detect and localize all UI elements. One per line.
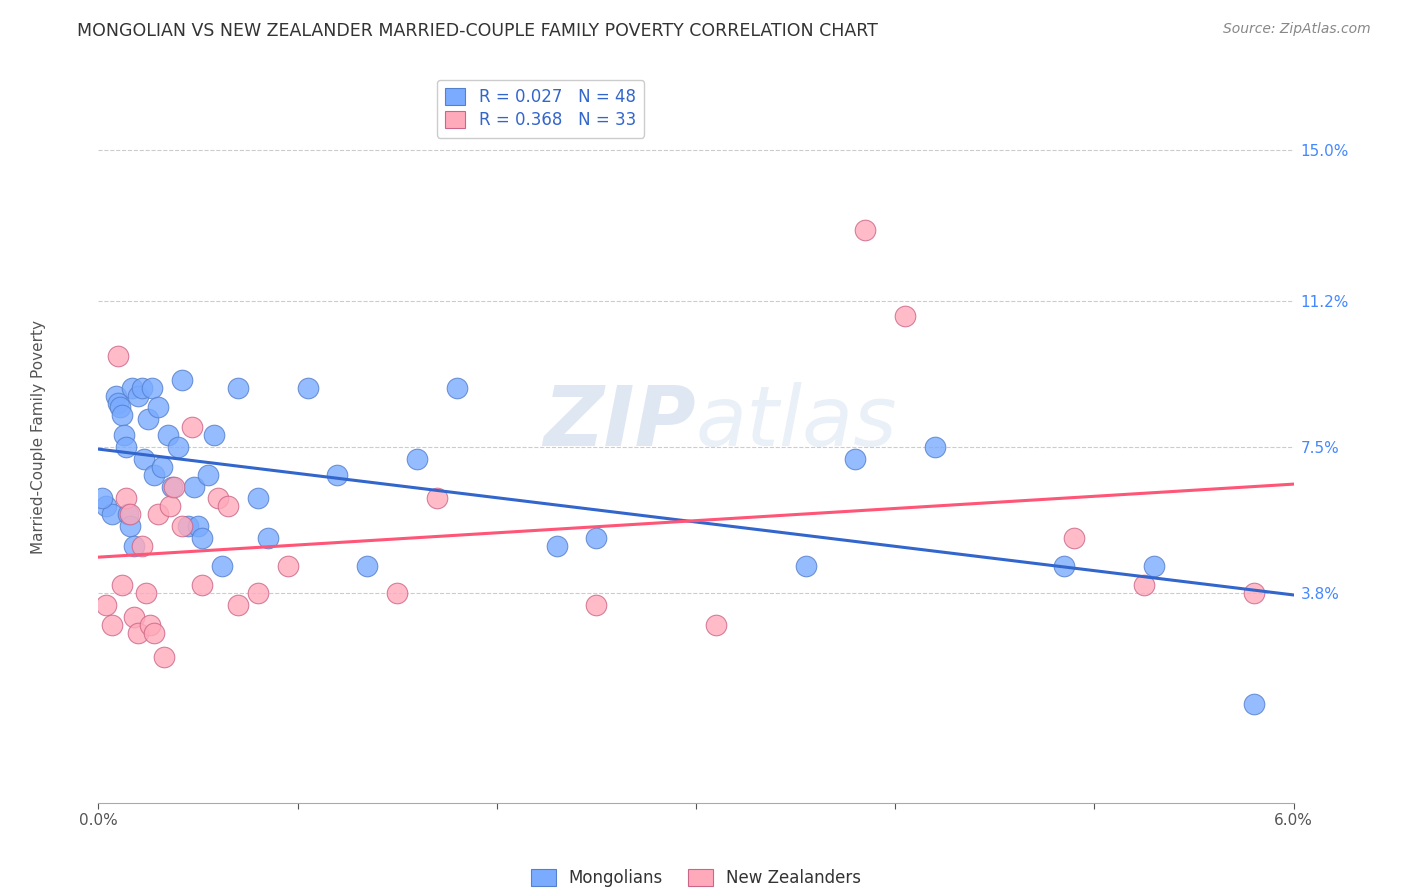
Point: [1243, 586, 1265, 600]
Point: [117, 507, 139, 521]
Point: [226, 381, 249, 395]
Text: Married-Couple Family Poverty: Married-Couple Family Poverty: [31, 320, 46, 554]
Point: [187, 519, 209, 533]
Point: [585, 598, 607, 612]
Point: [326, 467, 349, 482]
Point: [446, 381, 468, 395]
Point: [107, 396, 129, 410]
Point: [135, 586, 157, 600]
Text: atlas: atlas: [696, 382, 897, 463]
Point: [1143, 558, 1166, 573]
Point: [143, 467, 166, 482]
Point: [426, 491, 449, 506]
Point: [148, 401, 170, 415]
Point: [107, 349, 129, 363]
Point: [385, 586, 409, 600]
Point: [159, 500, 181, 514]
Point: [110, 401, 132, 415]
Point: [356, 558, 378, 573]
Point: [226, 598, 249, 612]
Point: [157, 428, 180, 442]
Point: [112, 428, 135, 442]
Point: [96, 500, 118, 514]
Point: [143, 625, 166, 640]
Point: [256, 531, 278, 545]
Point: [894, 310, 917, 324]
Text: ZIP: ZIP: [543, 382, 696, 463]
Point: [141, 381, 163, 395]
Point: [167, 440, 190, 454]
Point: [153, 649, 176, 664]
Point: [115, 440, 138, 454]
Point: [105, 388, 128, 402]
Point: [794, 558, 817, 573]
Point: [207, 491, 229, 506]
Point: [101, 618, 124, 632]
Point: [91, 491, 114, 506]
Point: [160, 479, 183, 493]
Point: [115, 491, 138, 506]
Point: [1053, 558, 1076, 573]
Point: [191, 531, 214, 545]
Point: [111, 409, 134, 423]
Point: [101, 507, 124, 521]
Point: [853, 222, 876, 236]
Point: [127, 388, 149, 402]
Point: [246, 586, 269, 600]
Point: [277, 558, 299, 573]
Point: [127, 625, 149, 640]
Point: [120, 507, 142, 521]
Point: [211, 558, 233, 573]
Point: [191, 578, 214, 592]
Point: [148, 507, 170, 521]
Point: [172, 373, 194, 387]
Point: [197, 467, 219, 482]
Point: [150, 459, 173, 474]
Point: [177, 519, 200, 533]
Point: [297, 381, 319, 395]
Point: [217, 500, 239, 514]
Point: [136, 412, 159, 426]
Point: [181, 420, 204, 434]
Point: [704, 618, 727, 632]
Point: [134, 451, 156, 466]
Point: [111, 578, 134, 592]
Point: [172, 519, 194, 533]
Point: [1243, 697, 1265, 711]
Point: [406, 451, 429, 466]
Point: [121, 381, 143, 395]
Point: [131, 539, 153, 553]
Point: [1063, 531, 1085, 545]
Point: [163, 479, 186, 493]
Text: MONGOLIAN VS NEW ZEALANDER MARRIED-COUPLE FAMILY POVERTY CORRELATION CHART: MONGOLIAN VS NEW ZEALANDER MARRIED-COUPL…: [77, 22, 879, 40]
Point: [120, 519, 142, 533]
Point: [183, 479, 205, 493]
Point: [924, 440, 946, 454]
Point: [96, 598, 118, 612]
Legend: Mongolians, New Zealanders: Mongolians, New Zealanders: [524, 863, 868, 892]
Point: [246, 491, 269, 506]
Point: [546, 539, 568, 553]
Point: [844, 451, 866, 466]
Point: [124, 610, 146, 624]
Point: [585, 531, 607, 545]
Point: [202, 428, 225, 442]
Point: [1133, 578, 1156, 592]
Point: [124, 539, 146, 553]
Point: [139, 618, 162, 632]
Point: [131, 381, 153, 395]
Text: Source: ZipAtlas.com: Source: ZipAtlas.com: [1223, 22, 1371, 37]
